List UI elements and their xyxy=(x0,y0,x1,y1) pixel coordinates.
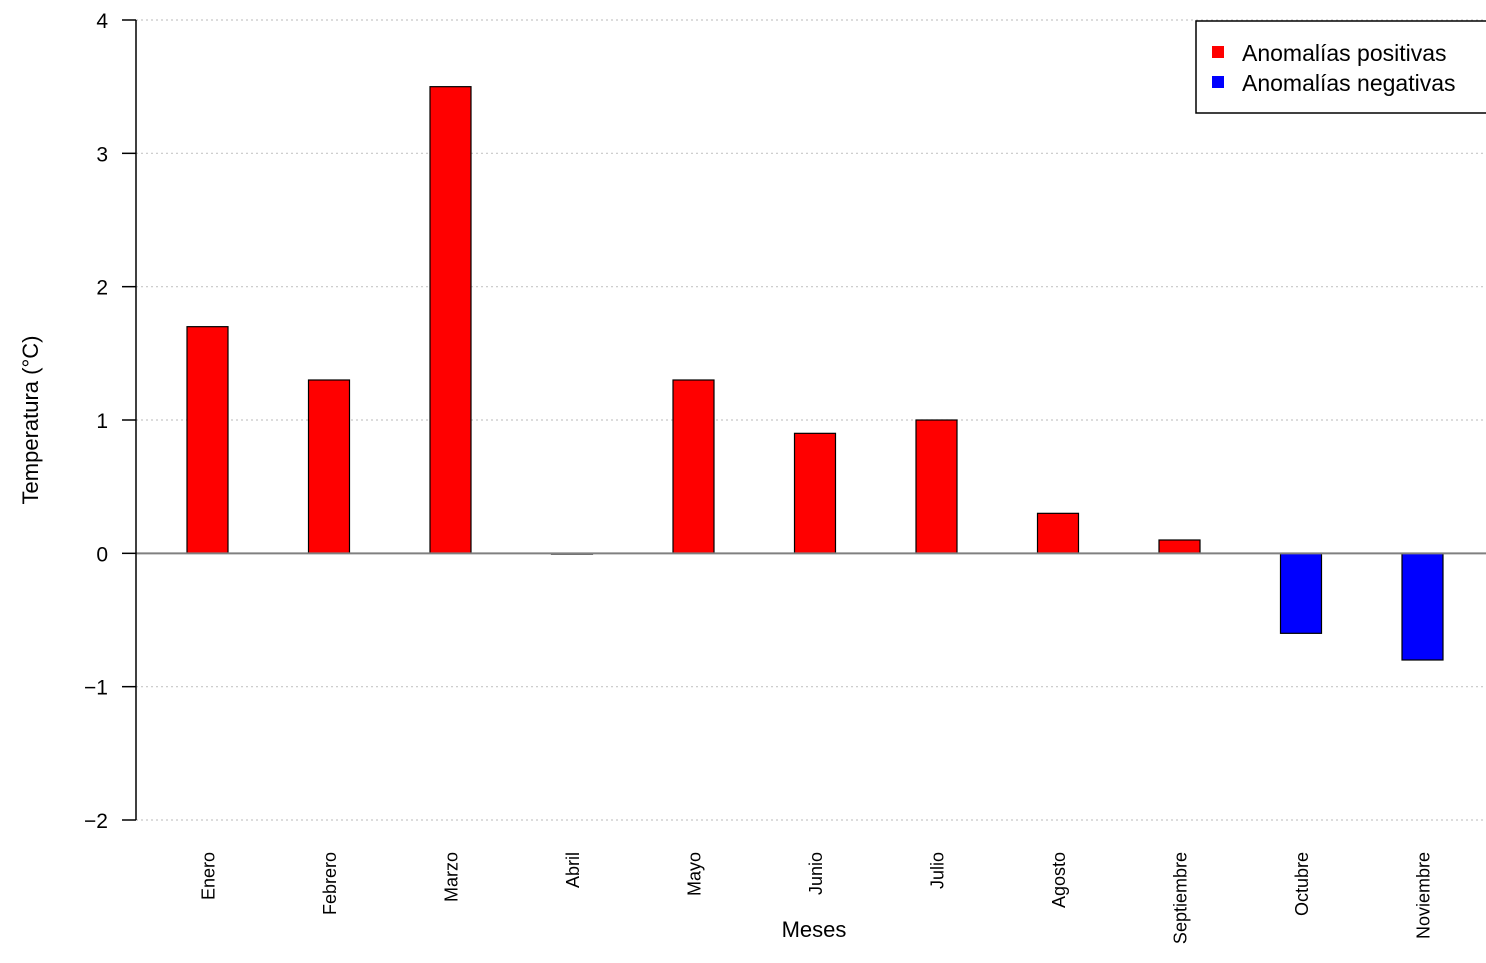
bar-enero xyxy=(186,326,229,554)
y-tick-label: −1 xyxy=(84,677,108,700)
legend-swatch-negative xyxy=(1212,76,1224,88)
y-tick-label: 4 xyxy=(96,10,108,33)
x-tick-label: Marzo xyxy=(442,852,462,902)
legend-label-positive: Anomalías positivas xyxy=(1242,40,1447,66)
x-tick-label: Febrero xyxy=(320,852,340,915)
x-tick-label: Octubre xyxy=(1292,852,1312,916)
x-tick-label: Noviembre xyxy=(1414,852,1434,939)
x-tick-label: Enero xyxy=(199,852,219,900)
y-tick-label: −2 xyxy=(84,810,108,833)
x-tick-label: Julio xyxy=(928,852,948,889)
y-tick-label: 3 xyxy=(96,143,108,166)
x-tick-label: Agosto xyxy=(1049,852,1069,908)
bar-febrero xyxy=(307,379,351,554)
legend-swatch-positive xyxy=(1212,46,1224,58)
bar-mayo xyxy=(672,379,715,554)
bar-marzo xyxy=(429,86,472,554)
bar-julio xyxy=(915,419,958,554)
y-axis-title: Temperatura (°C) xyxy=(18,336,43,505)
x-axis-labels: Enero Febrero Marzo Abril Mayo Junio Julio Agos… xyxy=(199,852,1434,944)
bar-junio xyxy=(793,432,837,554)
x-tick-label: Mayo xyxy=(685,852,705,896)
grid-lines xyxy=(136,19,1486,821)
legend: Anomalías positivas Anomalías negativas xyxy=(1195,20,1486,114)
x-axis-title: Meses xyxy=(782,917,847,942)
bar-septiembre xyxy=(1158,539,1201,554)
bar-noviembre xyxy=(1401,552,1444,661)
x-tick-label: Abril xyxy=(563,852,583,888)
y-tick-label: 0 xyxy=(96,543,108,566)
bar-octubre xyxy=(1279,552,1323,634)
legend-box xyxy=(1195,20,1486,114)
bars xyxy=(186,86,1444,661)
x-tick-label: Septiembre xyxy=(1171,852,1191,944)
legend-label-negative: Anomalías negativas xyxy=(1242,70,1456,96)
x-tick-label: Junio xyxy=(806,852,826,895)
y-axis: −2 −1 0 1 2 3 4 xyxy=(84,10,137,833)
y-tick-label: 2 xyxy=(96,277,108,300)
bar-agosto xyxy=(1036,512,1080,554)
y-tick-label: 1 xyxy=(96,410,108,433)
